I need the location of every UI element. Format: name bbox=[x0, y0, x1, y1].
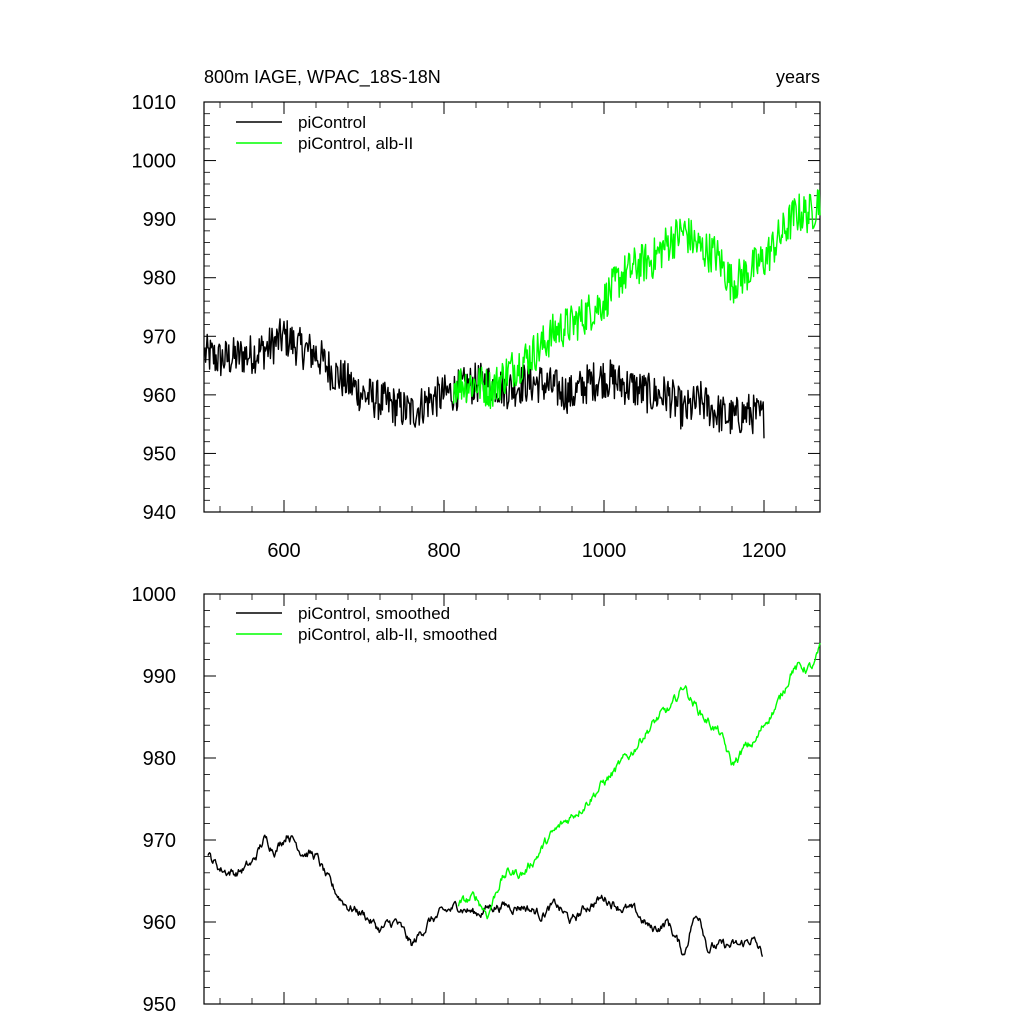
minor-ticks bbox=[204, 102, 820, 512]
series-line-picontrol-smoothed bbox=[207, 834, 764, 957]
x-tick-label: 1000 bbox=[582, 540, 627, 562]
y-tick-labels: 950 960 970 980 990 1000 bbox=[132, 584, 177, 1016]
y-tick-label: 1000 bbox=[132, 151, 177, 173]
y-tick-label: 1010 bbox=[132, 92, 177, 114]
minor-ticks bbox=[204, 594, 820, 1004]
y-tick-label: 990 bbox=[143, 666, 176, 688]
legend-top: piControl piControl, alb-II bbox=[236, 113, 413, 153]
series-line-picontrol-alb-ii-smoothed bbox=[457, 642, 821, 920]
y-tick-label: 950 bbox=[143, 443, 176, 465]
x-tick-label: 1200 bbox=[742, 540, 787, 562]
series-line-picontrol-alb-ii bbox=[452, 189, 821, 410]
y-tick-label: 950 bbox=[143, 994, 176, 1016]
chart-title: 800m IAGE, WPAC_18S-18N bbox=[204, 67, 441, 88]
legend-bottom: piControl, smoothed piControl, alb-II, s… bbox=[236, 604, 497, 644]
y-tick-label: 960 bbox=[143, 912, 176, 934]
y-tick-labels: 940 950 960 970 980 990 1000 1010 bbox=[132, 92, 177, 524]
y-tick-label: 980 bbox=[143, 748, 176, 770]
y-tick-label: 970 bbox=[143, 326, 176, 348]
y-tick-label: 940 bbox=[143, 502, 176, 524]
series-line-picontrol bbox=[204, 318, 765, 439]
chart-panel-bottom: 950 960 970 980 990 1000 piControl, smoothed … bbox=[132, 584, 821, 1016]
x-tick-label: 800 bbox=[427, 540, 460, 562]
legend-label-alb-ii-smoothed: piControl, alb-II, smoothed bbox=[298, 625, 497, 644]
plot-frame-bottom bbox=[203, 593, 821, 1005]
x-tick-label: 600 bbox=[267, 540, 300, 562]
y-tick-label: 1000 bbox=[132, 584, 177, 606]
series-lines bbox=[207, 642, 821, 957]
chart-title-right: years bbox=[776, 67, 820, 87]
y-tick-label: 990 bbox=[143, 209, 176, 231]
y-tick-label: 960 bbox=[143, 385, 176, 407]
chart-panel-top: 800m IAGE, WPAC_18S-18N years 600 800 1000… bbox=[132, 67, 821, 562]
legend-label-picontrol: piControl bbox=[298, 113, 366, 132]
y-tick-label: 980 bbox=[143, 268, 176, 290]
x-tick-labels: 600 800 1000 1200 bbox=[267, 540, 786, 562]
legend-label-alb-ii: piControl, alb-II bbox=[298, 134, 413, 153]
series-lines bbox=[204, 189, 821, 439]
major-ticks bbox=[204, 101, 820, 513]
major-ticks bbox=[204, 593, 820, 1005]
legend-label-picontrol-smoothed: piControl, smoothed bbox=[298, 604, 450, 623]
plot-frame-top bbox=[203, 101, 821, 513]
y-tick-label: 970 bbox=[143, 830, 176, 852]
